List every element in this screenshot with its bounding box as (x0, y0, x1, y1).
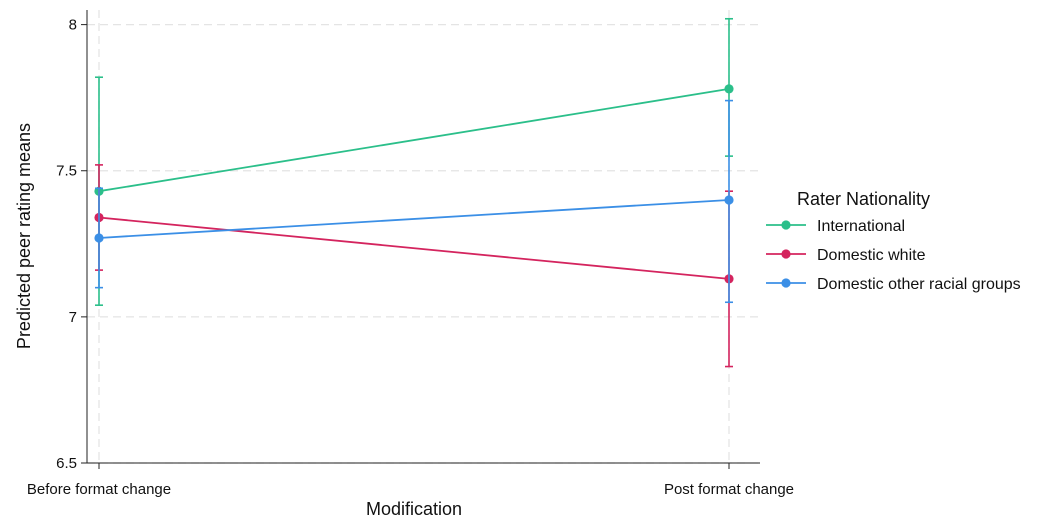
x-ticks: Before format change Post format change (27, 463, 794, 498)
series-1 (94, 164, 734, 368)
y-tick-label: 6.5 (56, 455, 77, 472)
axes (86, 10, 760, 464)
series-layer (94, 17, 734, 368)
legend-item: Domestic white (766, 247, 926, 264)
y-ticks: 6.5 7 7.5 8 (56, 17, 87, 472)
series-0 (94, 17, 734, 306)
legend-label: International (817, 218, 905, 235)
y-tick-label: 7 (69, 309, 77, 326)
grid (87, 10, 760, 464)
series-line (98, 88, 730, 193)
data-point (724, 84, 734, 94)
legend-marker (781, 220, 791, 230)
series-2 (94, 99, 734, 304)
y-axis-title: Predicted peer rating means (14, 123, 34, 349)
data-point (724, 195, 734, 205)
x-tick-label: Post format change (664, 481, 794, 498)
y-tick-label: 7.5 (56, 163, 77, 180)
legend-item: Domestic other racial groups (766, 276, 1021, 293)
y-tick-label: 8 (69, 17, 77, 34)
legend-title: Rater Nationality (797, 189, 930, 209)
data-point (94, 233, 104, 243)
series-line (98, 199, 730, 239)
legend-marker (781, 278, 791, 288)
legend-marker (781, 249, 791, 259)
x-axis-title: Modification (366, 499, 462, 519)
legend: Rater Nationality International Domestic … (766, 189, 1021, 293)
series-line (98, 216, 730, 280)
legend-label: Domestic white (817, 247, 926, 264)
legend-item: International (766, 218, 905, 235)
x-tick-label: Before format change (27, 481, 171, 498)
legend-label: Domestic other racial groups (817, 276, 1021, 293)
